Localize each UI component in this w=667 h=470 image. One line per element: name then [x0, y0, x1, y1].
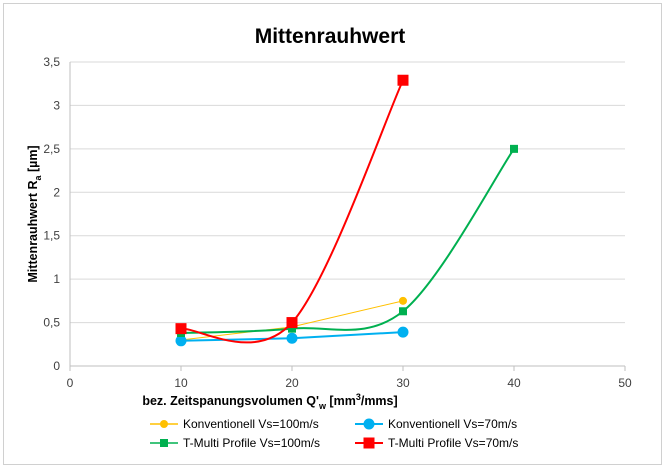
data-point [397, 326, 409, 338]
y-tick-label: 1 [53, 272, 60, 286]
series-2 [175, 326, 409, 347]
legend-marker [363, 418, 375, 430]
x-tick-label: 20 [285, 376, 299, 390]
legend-label: T-Multi Profile Vs=100m/s [183, 436, 320, 450]
legend-item: Konventionell Vs=100m/s [150, 417, 319, 431]
legend-label: T-Multi Profile Vs=70m/s [388, 436, 518, 450]
legend-label: Konventionell Vs=70m/s [388, 417, 517, 431]
data-point [288, 324, 296, 333]
chart-title: Mittenrauhwert [255, 25, 406, 48]
data-point [397, 74, 409, 86]
legend-item: T-Multi Profile Vs=70m/s [355, 436, 518, 450]
legend: Konventionell Vs=100m/s Konventionell Vs=… [150, 417, 518, 450]
x-tick-label: 40 [507, 376, 521, 390]
axes [69, 62, 626, 371]
legend-marker [160, 439, 168, 447]
y-tick-label: 3,5 [43, 55, 60, 69]
legend-marker [160, 420, 168, 428]
legend-label: Konventionell Vs=100m/s [183, 417, 319, 431]
x-tick-label: 10 [174, 376, 188, 390]
data-point [399, 307, 407, 316]
chart-frame [3, 3, 662, 465]
y-tick-labels: 0 0,5 1 1,5 2 2,5 3 3,5 [43, 55, 60, 373]
y-axis-title: Mittenrauhwert Ra [µm] [26, 145, 43, 282]
series-line [180, 148, 515, 334]
series-4 [175, 74, 409, 344]
legend-item: T-Multi Profile Vs=100m/s [150, 436, 320, 450]
x-tick-label: 0 [67, 376, 74, 390]
x-axis-title: bez. Zeitspanungsvolumen Q'w [mm3/mms] [142, 392, 397, 411]
data-point [286, 332, 298, 344]
series-3 [177, 144, 518, 337]
legend-item: Konventionell Vs=70m/s [355, 417, 517, 431]
x-tick-labels: 0 10 20 30 40 50 [67, 376, 632, 390]
data-point [286, 317, 298, 329]
y-tick-label: 2 [53, 185, 60, 199]
data-point [399, 296, 407, 305]
data-point [175, 335, 187, 347]
y-tick-label: 3 [53, 98, 60, 112]
y-tick-label: 0 [53, 359, 60, 373]
legend-marker [363, 437, 375, 449]
series-group [175, 74, 518, 347]
data-point [510, 144, 518, 153]
gridlines [70, 61, 625, 324]
y-tick-label: 2,5 [43, 142, 60, 156]
data-point [175, 323, 187, 335]
y-tick-label: 1,5 [43, 229, 60, 243]
x-tick-label: 30 [396, 376, 410, 390]
y-tick-label: 0,5 [43, 316, 60, 330]
series-line [180, 79, 404, 344]
x-tick-label: 50 [618, 376, 632, 390]
